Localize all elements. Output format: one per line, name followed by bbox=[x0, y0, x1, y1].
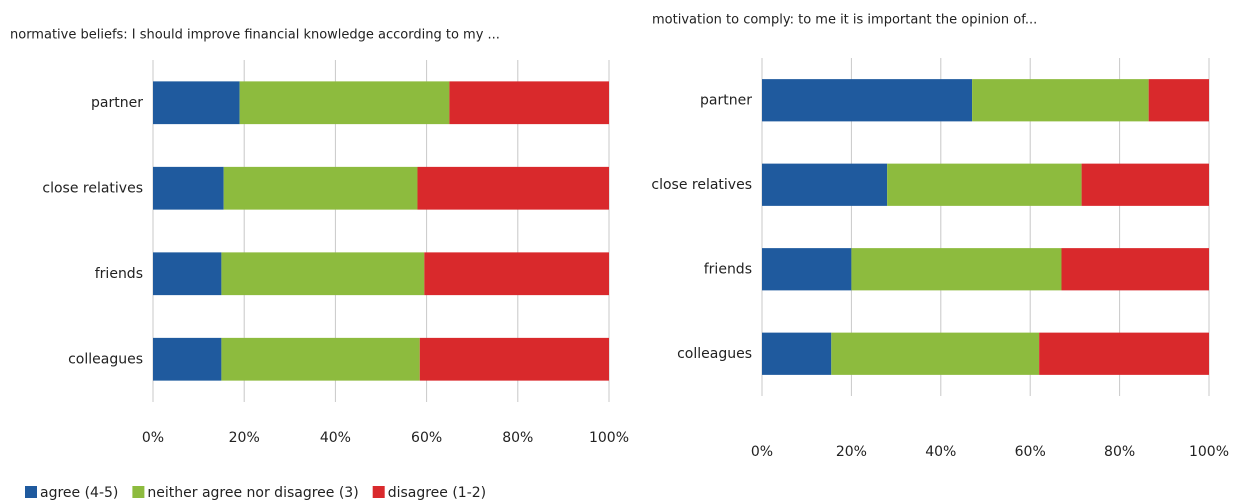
bar-segment bbox=[1081, 163, 1209, 206]
x-tick-label: 0% bbox=[142, 430, 164, 446]
bar-segment bbox=[223, 166, 418, 210]
bar-segment bbox=[417, 166, 609, 210]
bar-segment bbox=[762, 163, 888, 206]
bar-segment bbox=[153, 166, 224, 210]
y-tick-label: close relatives bbox=[42, 180, 143, 196]
bar-segment bbox=[762, 332, 832, 375]
x-tick-label: 40% bbox=[320, 430, 351, 446]
chart-title: motivation to comply: to me it is import… bbox=[652, 13, 1037, 28]
bar-segment bbox=[419, 337, 609, 381]
bar-segment bbox=[153, 337, 222, 381]
x-tick-label: 0% bbox=[751, 444, 773, 460]
x-tick-label: 80% bbox=[502, 430, 533, 446]
bar-segment bbox=[831, 332, 1040, 375]
legend-label: agree (4-5) bbox=[40, 485, 118, 501]
bar-segment bbox=[221, 337, 420, 381]
chart-title: normative beliefs: I should improve fina… bbox=[10, 28, 500, 43]
legend-label: neither agree nor disagree (3) bbox=[147, 485, 358, 501]
bar-segment bbox=[449, 81, 609, 125]
bar-segment bbox=[762, 248, 852, 291]
bar-segment bbox=[239, 81, 450, 125]
y-tick-label: partner bbox=[700, 92, 752, 108]
legend-swatch bbox=[372, 486, 385, 498]
bar-segment bbox=[1148, 79, 1209, 122]
bar-segment bbox=[221, 252, 425, 296]
bar-segment bbox=[153, 81, 240, 125]
y-tick-label: friends bbox=[704, 261, 752, 277]
y-tick-label: partner bbox=[91, 95, 143, 111]
x-tick-label: 80% bbox=[1104, 444, 1135, 460]
bar-segment bbox=[972, 79, 1149, 122]
y-tick-label: close relatives bbox=[651, 177, 752, 193]
bar-segment bbox=[762, 79, 973, 122]
x-tick-label: 100% bbox=[1189, 444, 1229, 460]
y-tick-label: colleagues bbox=[68, 351, 143, 367]
bar-segment bbox=[1039, 332, 1209, 375]
x-tick-label: 60% bbox=[411, 430, 442, 446]
bar-segment bbox=[851, 248, 1062, 291]
legend-label: disagree (1-2) bbox=[388, 485, 486, 501]
bar-segment bbox=[887, 163, 1082, 206]
bar-segment bbox=[153, 252, 222, 296]
bar-segment bbox=[1061, 248, 1209, 291]
x-tick-label: 20% bbox=[229, 430, 260, 446]
x-tick-label: 20% bbox=[836, 444, 867, 460]
legend-swatch bbox=[25, 486, 37, 498]
y-tick-label: friends bbox=[95, 266, 143, 282]
y-tick-label: colleagues bbox=[677, 346, 752, 362]
x-tick-label: 60% bbox=[1015, 444, 1046, 460]
legend-swatch bbox=[132, 486, 145, 498]
x-tick-label: 40% bbox=[925, 444, 956, 460]
bar-segment bbox=[424, 252, 609, 296]
x-tick-label: 100% bbox=[589, 430, 629, 446]
